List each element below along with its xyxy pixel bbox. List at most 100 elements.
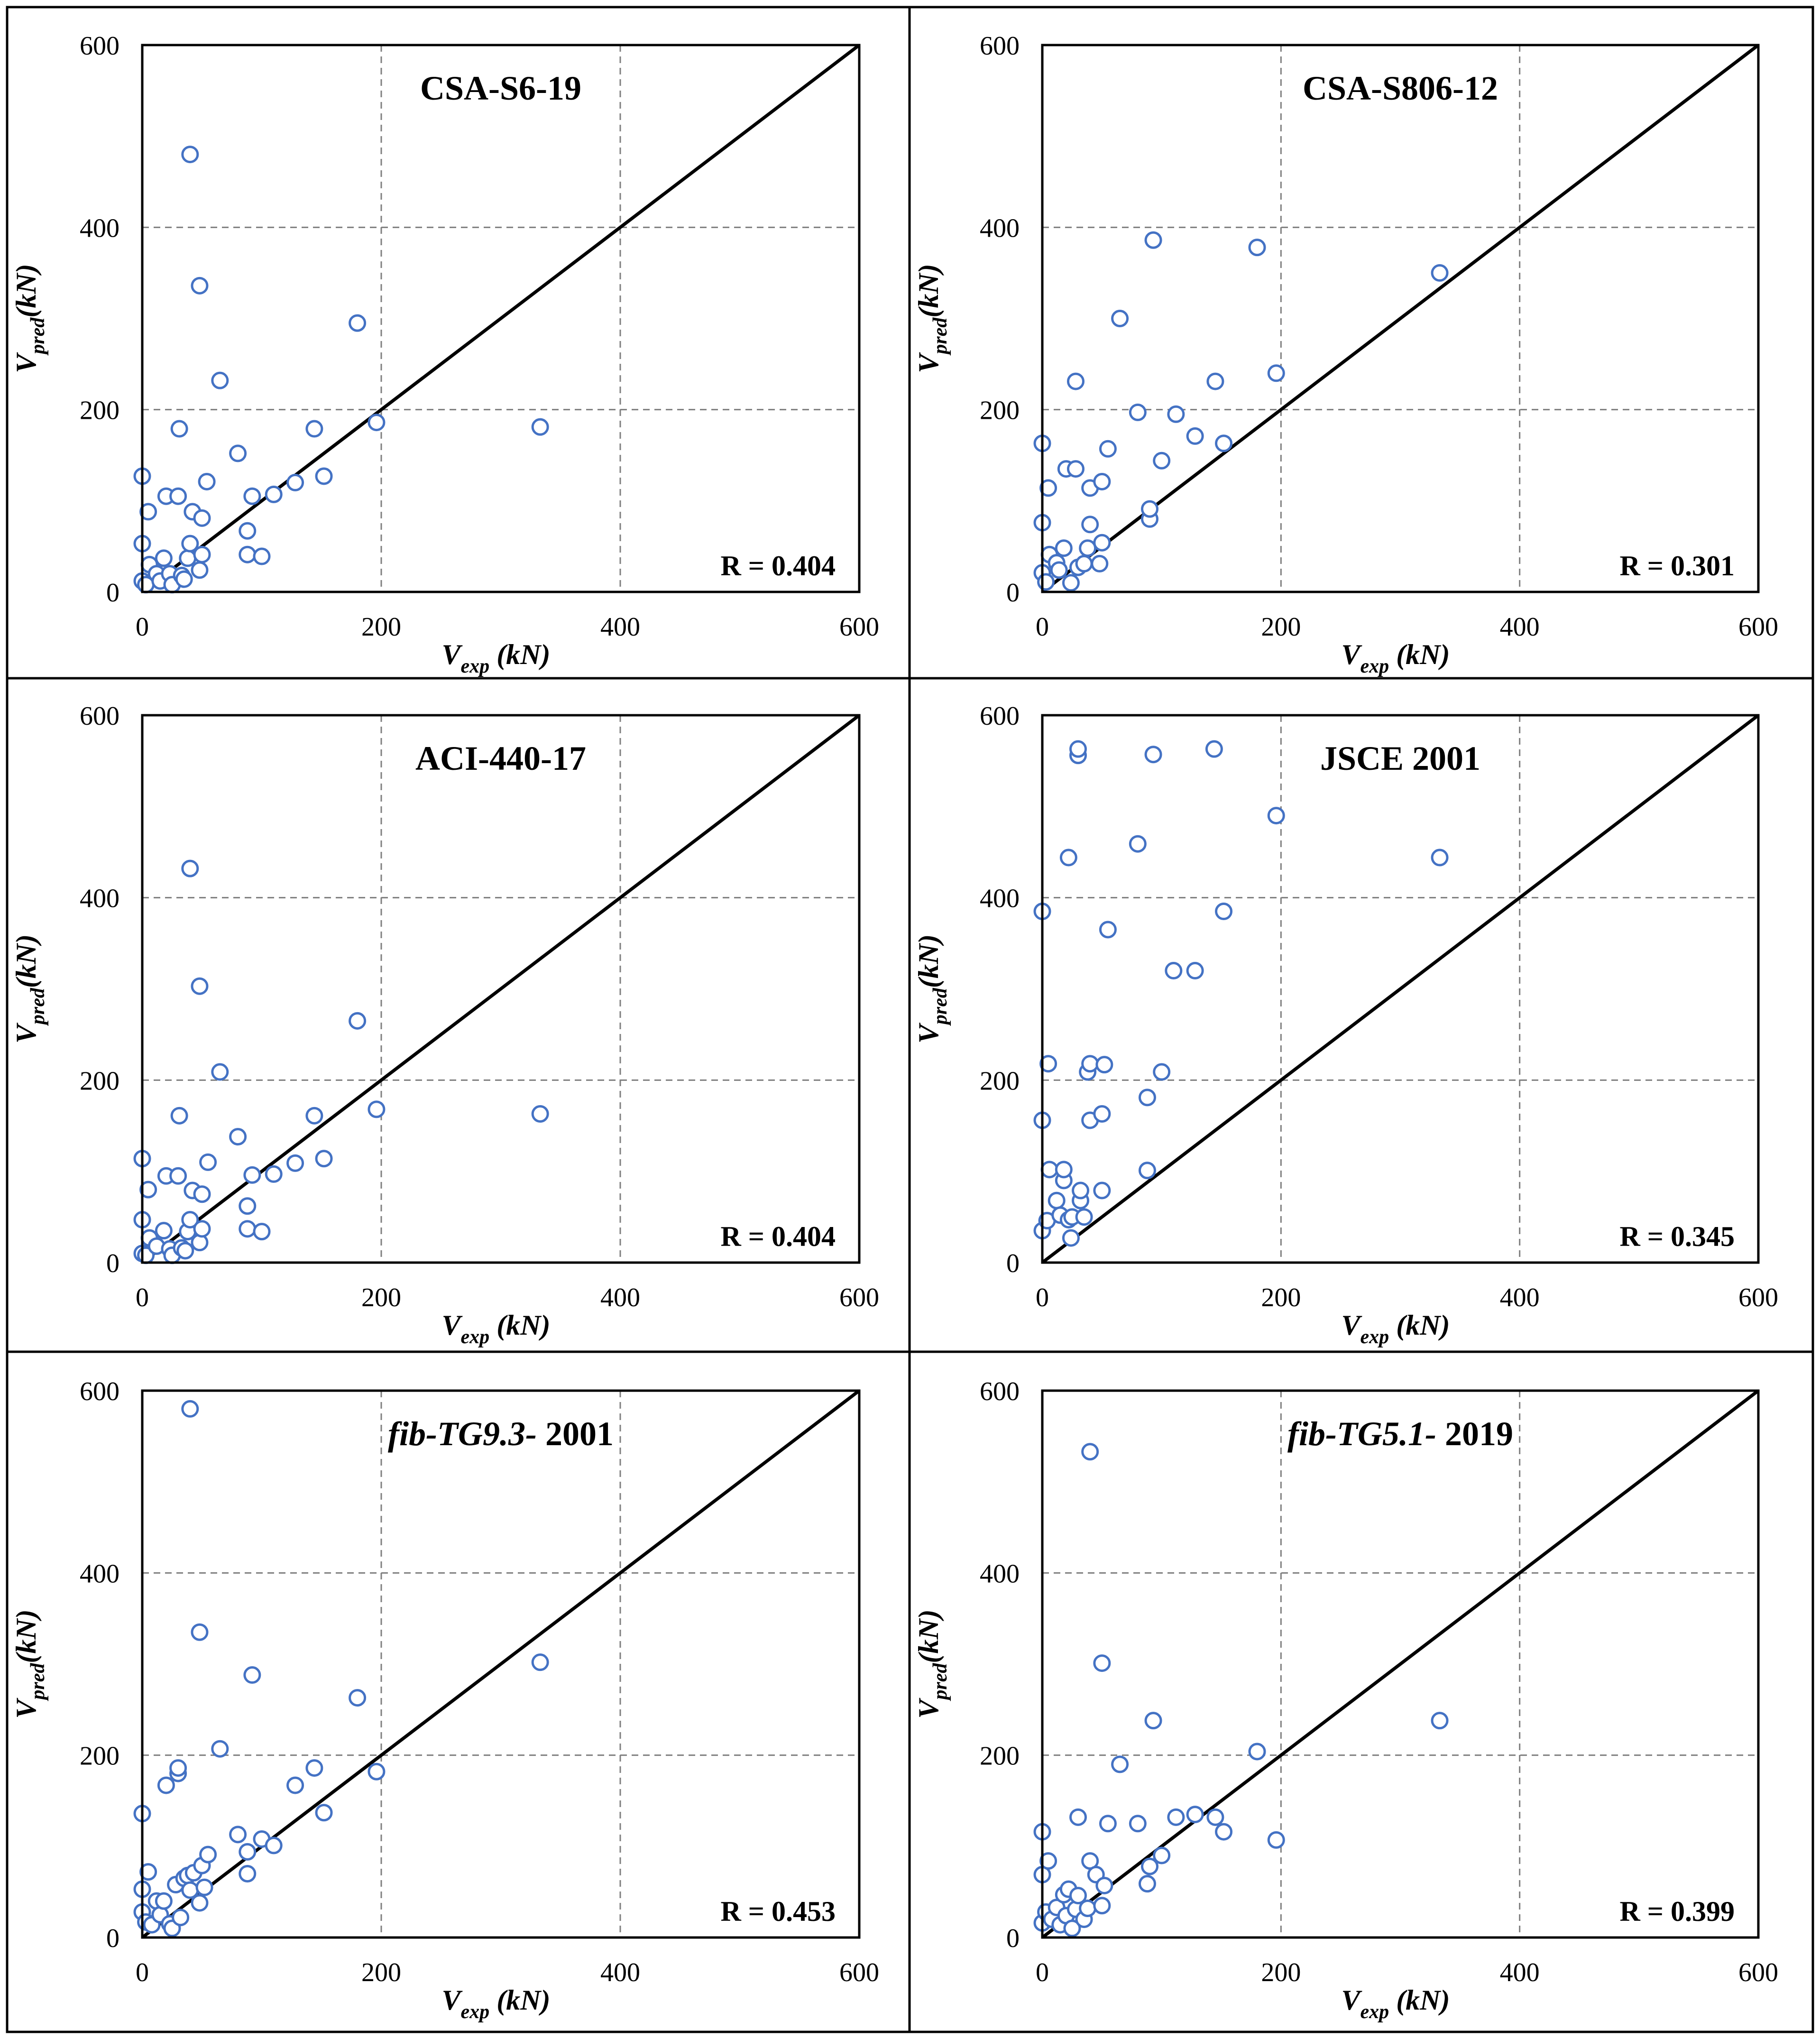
data-point — [193, 545, 211, 563]
data-point — [181, 535, 199, 553]
data-point — [1267, 364, 1285, 382]
chart-title: CSA-S6-19 — [420, 69, 581, 107]
x-axis-label: Vexp (kN) — [442, 1310, 551, 1348]
data-point — [1206, 1808, 1224, 1826]
chart-panel-6: 0 200 400 600 0 200 400 600 fib-TG5.1- 2019 R = 0.… — [908, 1350, 1814, 2033]
data-point — [243, 1166, 261, 1184]
y-tick-label: 400 — [80, 213, 119, 243]
x-axis-label: Vexp (kN) — [1342, 639, 1450, 677]
y-tick-label: 600 — [980, 1377, 1020, 1406]
data-point — [1079, 539, 1097, 557]
data-point — [1081, 1443, 1099, 1461]
data-point — [1091, 554, 1109, 572]
data-point — [170, 420, 188, 438]
y-axis-label: Vpred(kN) — [10, 1609, 49, 1718]
plot-frame — [1041, 714, 1760, 1264]
data-point — [1215, 1823, 1233, 1841]
y-tick-label: 200 — [980, 1066, 1020, 1096]
data-point — [1138, 1875, 1156, 1893]
y-tick-label: 0 — [1006, 578, 1020, 608]
x-axis-label: Vexp (kN) — [1342, 1310, 1450, 1348]
r-value-label: R = 0.399 — [1619, 1896, 1735, 1927]
data-point — [1153, 452, 1171, 470]
data-point — [169, 1759, 187, 1777]
chart-panel-3: 0 200 400 600 0 200 400 600 ACI-440-17 R = 0.404 V… — [6, 677, 911, 1353]
data-point — [368, 1762, 386, 1781]
data-point — [1267, 1831, 1285, 1849]
data-point — [349, 314, 367, 332]
x-tick-label: 400 — [1500, 1958, 1540, 1987]
x-tick-label: 200 — [1261, 612, 1301, 642]
y-tick-label: 200 — [980, 396, 1020, 425]
data-point — [229, 1826, 247, 1844]
data-point — [1165, 962, 1183, 980]
data-point — [1081, 1055, 1099, 1073]
y-tick-label: 400 — [980, 213, 1020, 243]
data-point — [1093, 1897, 1111, 1915]
data-point — [1069, 1808, 1087, 1826]
data-point — [368, 414, 386, 432]
data-point — [239, 1197, 257, 1215]
data-point — [181, 1211, 199, 1229]
data-point — [1111, 1755, 1129, 1773]
x-tick-label: 600 — [1738, 1283, 1778, 1312]
data-point — [315, 1804, 333, 1822]
data-point — [229, 444, 247, 462]
data-point — [286, 1776, 304, 1794]
x-tick-label: 600 — [839, 1958, 879, 1987]
r-value-label: R = 0.404 — [720, 550, 836, 581]
data-point — [1040, 1161, 1058, 1179]
data-point — [265, 1836, 283, 1854]
data-point — [239, 522, 257, 540]
data-point — [1186, 962, 1204, 980]
chart-panel-1: 0 200 400 600 0 200 400 600 CSA-S6-19 R = 0.404 Ve… — [6, 6, 911, 680]
y-tick-label: 0 — [106, 1249, 119, 1278]
y-tick-label: 600 — [80, 701, 119, 731]
data-point — [181, 146, 199, 164]
r-value-label: R = 0.301 — [1619, 550, 1735, 581]
y-tick-label: 200 — [80, 1742, 119, 1771]
data-point — [305, 1107, 323, 1125]
data-point — [1167, 405, 1185, 423]
x-tick-label: 600 — [1738, 1958, 1778, 1987]
y-tick-label: 400 — [80, 1559, 119, 1588]
data-point — [157, 1776, 175, 1794]
x-tick-label: 600 — [1738, 612, 1778, 642]
data-point — [1129, 403, 1147, 421]
data-point — [155, 1892, 173, 1910]
data-point — [169, 487, 187, 505]
data-point — [1075, 554, 1093, 572]
y-axis-label: Vpred(kN) — [10, 934, 49, 1043]
data-point — [211, 1740, 229, 1758]
y-tick-label: 0 — [1006, 1249, 1020, 1278]
data-point — [179, 549, 197, 567]
data-point — [1069, 1887, 1087, 1905]
data-point — [1039, 1055, 1057, 1073]
data-point — [1129, 1815, 1147, 1833]
data-point — [1129, 835, 1147, 853]
data-point — [191, 977, 209, 995]
chart-title: CSA-S806-12 — [1303, 69, 1498, 107]
data-point — [155, 549, 173, 567]
x-axis-label: Vexp (kN) — [442, 639, 551, 677]
y-tick-label: 600 — [80, 1377, 119, 1406]
x-tick-label: 200 — [361, 1283, 401, 1312]
plot-frame — [1041, 44, 1760, 593]
y-axis-label: Vpred(kN) — [10, 264, 49, 373]
data-point — [139, 503, 157, 521]
chart-panel-5: 0 200 400 600 0 200 400 600 fib-TG9.3- 2001 R = 0.… — [6, 1350, 911, 2033]
data-point — [1072, 1181, 1090, 1199]
data-point — [1062, 574, 1080, 592]
data-point — [1039, 479, 1057, 497]
data-point — [1205, 740, 1223, 758]
y-tick-label: 200 — [80, 1066, 119, 1096]
data-point — [531, 1105, 549, 1123]
data-point — [1059, 849, 1077, 867]
reference-line — [141, 714, 861, 1264]
data-point — [305, 420, 323, 438]
y-tick-label: 400 — [980, 884, 1020, 913]
r-value-label: R = 0.345 — [1619, 1221, 1735, 1252]
reference-line — [1041, 1389, 1760, 1939]
data-point — [211, 371, 229, 389]
data-point — [1138, 1089, 1156, 1107]
